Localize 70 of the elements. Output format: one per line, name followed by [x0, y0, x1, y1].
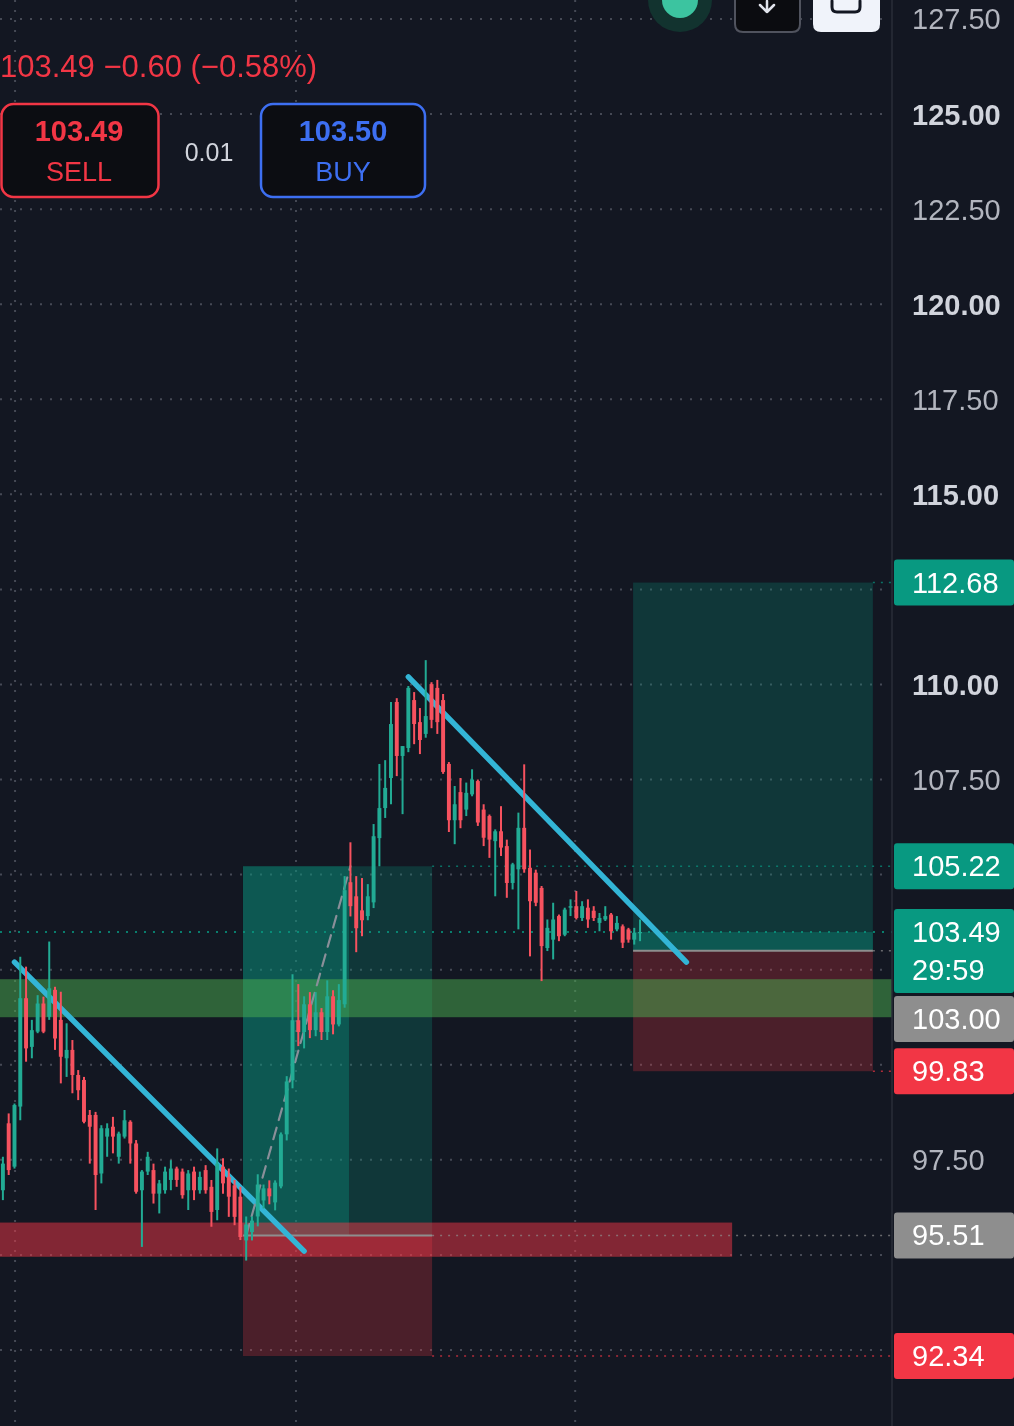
band-label: 112.68 — [912, 566, 999, 599]
candlestick — [348, 841, 353, 918]
candlestick — [145, 1150, 150, 1177]
candlestick — [499, 805, 503, 857]
y-tick-label: 127.50 — [912, 3, 1001, 36]
candlestick — [122, 1109, 127, 1140]
candlestick — [128, 1119, 133, 1165]
annotation: SELL — [45, 157, 113, 187]
candlestick — [244, 1215, 249, 1262]
candlestick — [609, 912, 614, 941]
candlestick — [319, 1007, 324, 1042]
annotation: 0.01 — [184, 138, 234, 166]
candlestick — [186, 1169, 191, 1212]
candlestick — [452, 785, 457, 846]
y-tick-label: 107.50 — [912, 763, 1001, 796]
y-tick-label: 115.00 — [912, 478, 1000, 511]
candlestick — [412, 691, 417, 746]
candlestick — [296, 983, 301, 1048]
ref-line-label: 103.49 — [912, 916, 1001, 949]
candlestick — [551, 901, 556, 961]
candlestick — [383, 759, 388, 819]
candlestick — [226, 1167, 231, 1218]
y-tick-label: 97.50 — [912, 1144, 985, 1177]
candlestick — [568, 898, 573, 918]
candlestick — [493, 828, 498, 898]
annotation: BUY — [315, 157, 371, 187]
candlestick — [192, 1165, 197, 1202]
candlestick — [76, 1069, 81, 1102]
band-label: 92.34 — [912, 1340, 985, 1373]
candlestick — [261, 1183, 266, 1210]
ref-line-label: 103.00 — [912, 1003, 1001, 1036]
candlestick — [365, 883, 370, 922]
candlestick — [139, 1169, 144, 1248]
candlestick — [163, 1165, 168, 1195]
candlestick — [168, 1159, 173, 1192]
y-tick-label: 117.50 — [912, 383, 999, 416]
candlestick — [360, 877, 364, 938]
band-label: 105.22 — [912, 850, 1001, 883]
candlestick — [29, 1018, 34, 1060]
candlestick — [313, 991, 318, 1038]
y-tick-label: 122.50 — [912, 193, 1001, 226]
y-tick-label: 125.00 — [912, 98, 1001, 131]
annotation: 103.49 — [34, 115, 124, 147]
candlestick — [267, 1179, 272, 1206]
candlestick — [585, 898, 590, 929]
candlestick — [87, 1109, 92, 1165]
y-tick-label: 110.00 — [912, 668, 1000, 701]
candlestick — [249, 1215, 254, 1242]
candlestick — [580, 900, 585, 923]
candlestick — [464, 781, 469, 818]
candlestick — [221, 1157, 225, 1195]
ref-line-label: 95.51 — [912, 1219, 985, 1252]
candlestick — [556, 913, 561, 943]
candlestick — [64, 1022, 69, 1078]
candlestick — [574, 889, 579, 921]
candlestick — [157, 1178, 162, 1215]
text: 29:59 — [912, 954, 985, 987]
candlestick — [417, 707, 422, 756]
candlestick — [116, 1130, 121, 1165]
band-label: 99.83 — [912, 1055, 985, 1088]
candlestick — [470, 768, 475, 798]
candlestick — [105, 1122, 110, 1158]
annotation: 103.50 — [298, 115, 388, 147]
y-tick-label: 120.00 — [912, 288, 1001, 321]
candlestick — [423, 659, 428, 739]
candlestick — [110, 1115, 115, 1155]
candlestick — [545, 918, 550, 953]
candlestick — [197, 1170, 202, 1195]
text: 103.49 −0.60 (−0.58%) — [0, 49, 318, 84]
candlestick — [273, 1179, 278, 1212]
